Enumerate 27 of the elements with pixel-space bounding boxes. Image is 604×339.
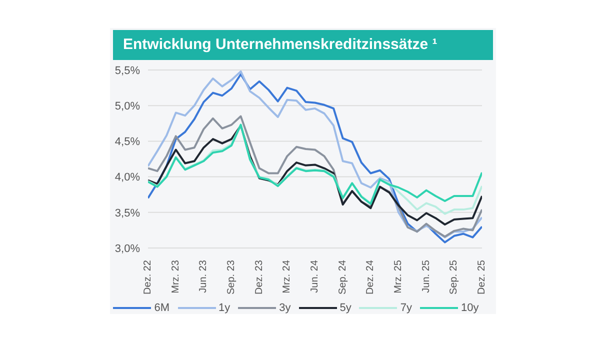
x-tick-label: Dez. 24 [365, 260, 376, 294]
y-tick-label: 4,0% [114, 172, 140, 184]
y-tick-label: 4,5% [114, 136, 140, 148]
x-tick-label: Sep. 24 [337, 260, 348, 294]
x-tick-label: Mrz. 25 [393, 260, 404, 294]
y-tick-label: 3,0% [114, 242, 140, 255]
x-tick-label: Sep. 25 [448, 260, 460, 294]
x-tick-label: Dez. 22 [142, 260, 154, 294]
x-tick-label: Jun. 25 [420, 260, 432, 293]
legend-label: 7y [400, 302, 412, 314]
x-tick-label: Jun. 23 [198, 260, 210, 293]
legend-label: 1y [218, 302, 230, 314]
x-tick-label: Dez. 23 [254, 260, 265, 294]
x-tick-label: Sep. 23 [226, 260, 237, 294]
y-tick-label: 5,5% [114, 64, 140, 77]
legend-label: 10y [461, 302, 479, 314]
legend-label: 3y [279, 302, 291, 314]
chart-title: Entwicklung Unternehmenskreditzinssätze ¹ [113, 30, 493, 60]
x-tick-label: Mrz. 23 [170, 260, 182, 294]
x-tick-label: Mrz. 24 [282, 260, 293, 294]
y-tick-label: 5,0% [114, 100, 140, 113]
x-tick-label: Jun. 24 [310, 260, 320, 293]
y-tick-label: 3,5% [114, 207, 140, 220]
x-tick-label: Dez. 25 [476, 260, 488, 294]
legend-label: 6M [154, 302, 170, 314]
legend-label: 5y [340, 302, 352, 314]
line-series [148, 115, 482, 238]
